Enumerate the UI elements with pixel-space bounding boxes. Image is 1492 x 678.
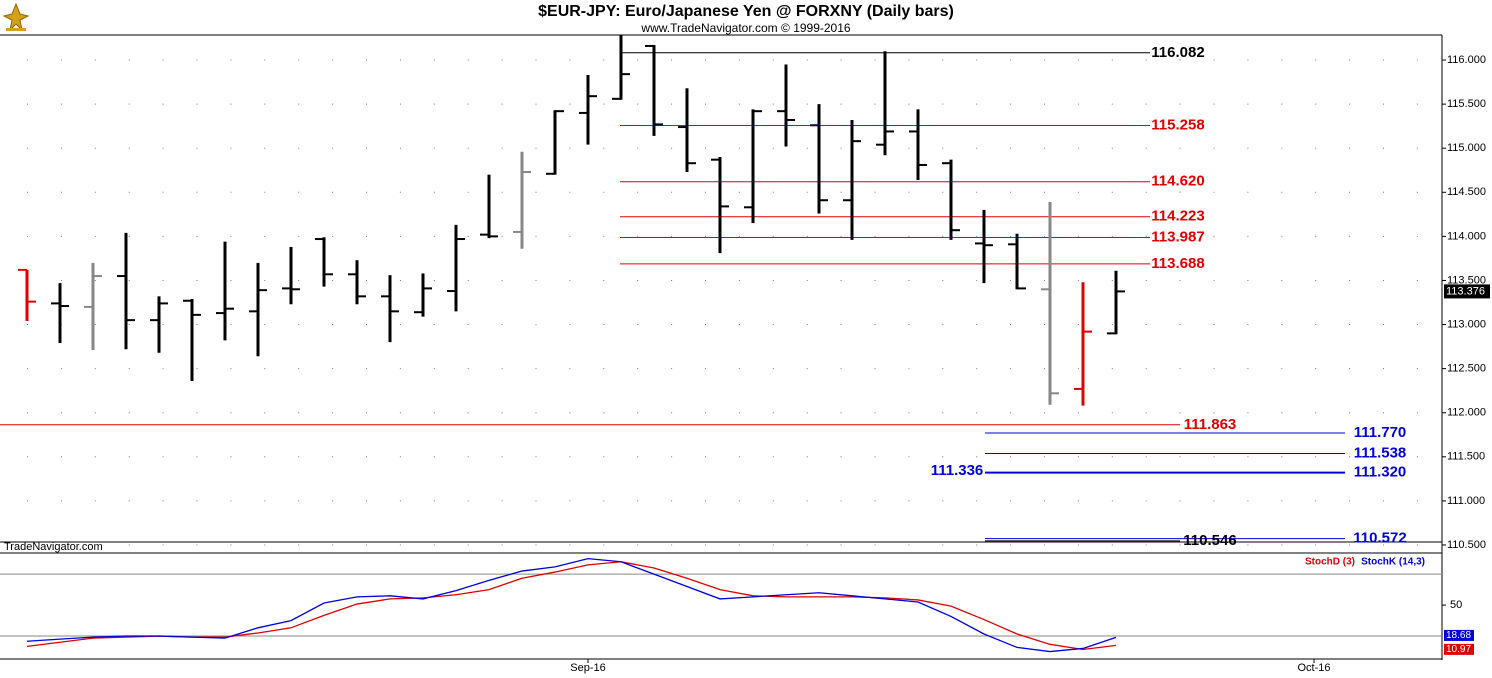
y-tick-label: 115.000 xyxy=(1447,142,1486,154)
legend-entry: StochK (14,3) xyxy=(1361,557,1425,568)
level-label: 116.082 xyxy=(1151,44,1204,61)
level-label: 111.320 xyxy=(1354,464,1407,481)
legend-entry: StochD (3) xyxy=(1305,557,1355,568)
chart-title: $EUR-JPY: Euro/Japanese Yen @ FORXNY (Da… xyxy=(538,3,954,20)
level-label: 113.987 xyxy=(1151,228,1204,245)
y-tick-label: 114.500 xyxy=(1447,186,1486,198)
y-tick-label: 113.000 xyxy=(1447,318,1486,330)
y-tick-label: 110.500 xyxy=(1447,539,1486,551)
x-tick-label: Oct-16 xyxy=(1297,662,1330,674)
level-label: 115.258 xyxy=(1151,116,1204,133)
y-tick-label: 114.000 xyxy=(1447,230,1486,242)
level-label: 111.863 xyxy=(1184,416,1237,433)
level-label: 114.223 xyxy=(1151,208,1204,225)
level-label: 111.770 xyxy=(1354,424,1407,441)
last-value-box xyxy=(1444,629,1474,641)
level-label: 113.688 xyxy=(1151,255,1204,272)
last-price-box xyxy=(1444,284,1490,299)
last-value-label: 18.68 xyxy=(1446,630,1471,641)
y-tick-label: 112.500 xyxy=(1447,363,1486,375)
series-line xyxy=(26,558,1117,653)
level-label: 110.572 xyxy=(1353,530,1406,547)
level-label: 110.546 xyxy=(1183,532,1236,549)
subtitle: www.TradeNavigator.com © 1999-2016 xyxy=(640,21,850,35)
y-tick-label: 50 xyxy=(1450,599,1462,611)
y-tick-label: 115.500 xyxy=(1447,98,1486,110)
level-label: 114.620 xyxy=(1151,173,1204,190)
last-price-label: 113.376 xyxy=(1446,285,1485,297)
x-tick-label: Sep-16 xyxy=(570,662,605,674)
level-label: 111.538 xyxy=(1354,444,1407,461)
y-tick-label: 116.000 xyxy=(1447,54,1486,66)
y-tick-label: 112.000 xyxy=(1447,407,1486,419)
watermark: TradeNavigator.com xyxy=(4,541,103,553)
logo xyxy=(2,2,30,32)
last-value-box xyxy=(1444,643,1474,655)
y-tick-label: 111.000 xyxy=(1447,495,1485,507)
y-tick-label: 111.500 xyxy=(1447,451,1485,463)
last-value-label: 10.97 xyxy=(1446,644,1471,655)
level-label: 111.336 xyxy=(931,462,984,479)
y-tick-label: 113.500 xyxy=(1447,274,1486,286)
